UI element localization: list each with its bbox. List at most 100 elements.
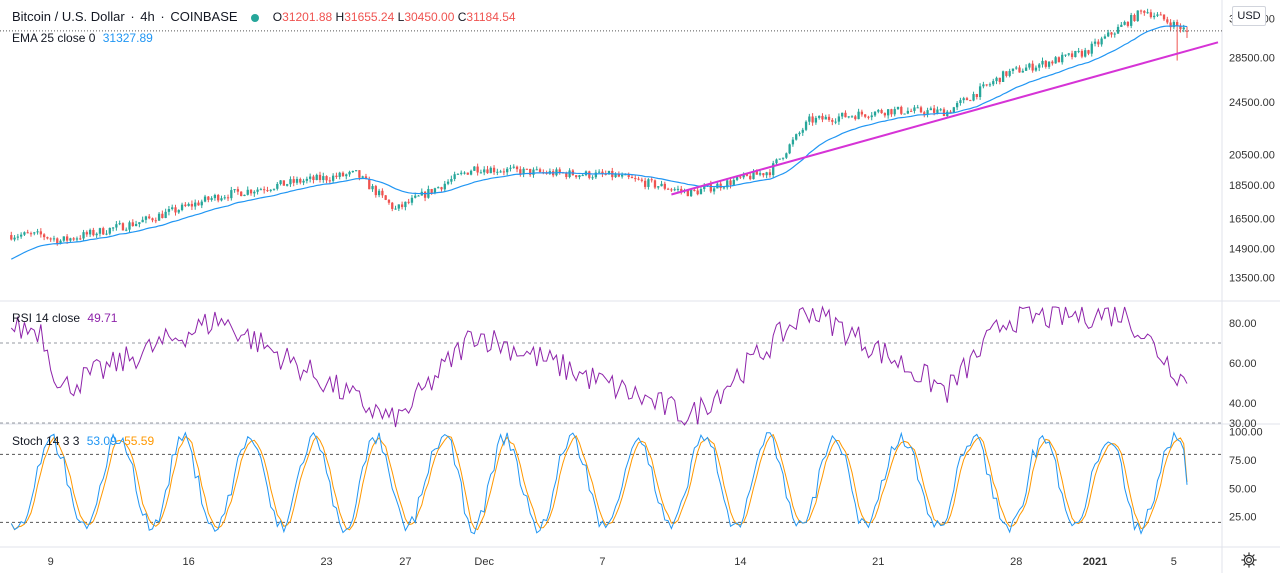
candle-body [1136, 10, 1139, 22]
candle-body [82, 232, 85, 239]
candle-body [923, 112, 926, 115]
candle-body [394, 208, 397, 210]
candle-body [532, 169, 535, 175]
candle-body [640, 179, 643, 181]
candle-body [1084, 50, 1087, 57]
candle-body [837, 116, 841, 122]
candle-body [203, 196, 207, 202]
rsi-tick-label: 30.00 [1229, 418, 1257, 430]
candle-body [795, 134, 798, 140]
candle-body [263, 189, 266, 191]
stoch-d-value: 55.59 [124, 434, 155, 448]
candle-body [141, 219, 144, 223]
price-tick-label: 13500.00 [1229, 273, 1275, 285]
candle-body [565, 172, 568, 178]
candle-body [752, 171, 755, 180]
candle-body [286, 184, 289, 186]
candle-body [33, 232, 36, 234]
candle-body [867, 116, 870, 118]
interval-label[interactable]: 4h [140, 9, 155, 24]
candle-body [1001, 71, 1005, 82]
candle-body [597, 171, 601, 173]
candle-body [400, 204, 404, 208]
candle-body [785, 153, 788, 158]
candle-body [834, 121, 837, 123]
candle-body [292, 179, 295, 183]
candle-body [788, 144, 791, 154]
candle-body [854, 116, 857, 120]
candle-body [266, 190, 269, 192]
candle-body [69, 238, 72, 241]
candle-body [913, 107, 916, 111]
price-tick-label: 14900.00 [1229, 244, 1275, 256]
candle-body [535, 169, 538, 171]
candle-body [95, 233, 98, 236]
candle-body [23, 232, 26, 235]
candle-body [798, 132, 801, 135]
candle-body [850, 116, 854, 118]
candle-body [62, 236, 65, 241]
candle-body [348, 171, 351, 175]
candle-body [397, 204, 400, 209]
candle-body [496, 171, 499, 173]
candle-body [453, 174, 456, 180]
candle-body [578, 175, 581, 178]
candle-body [890, 109, 893, 115]
candle-body [72, 238, 75, 240]
candle-body [164, 211, 167, 219]
candle-body [105, 233, 108, 235]
currency-button[interactable]: USD [1232, 6, 1266, 26]
close-value: 31184.54 [466, 10, 516, 24]
candle-body [230, 190, 233, 199]
candle-body [749, 175, 752, 180]
candle-body [512, 166, 515, 168]
candle-body [883, 113, 887, 116]
candle-body [719, 183, 722, 189]
candle-body [844, 112, 847, 118]
candle-body [1166, 19, 1169, 23]
candle-body [92, 229, 95, 236]
candle-body [466, 172, 469, 175]
candle-body [108, 227, 111, 234]
candle-body [985, 84, 988, 86]
stoch-tick-label: 100.00 [1229, 427, 1263, 439]
candle-body [1143, 10, 1146, 13]
stoch-legend[interactable]: Stoch 14 3 3 53.09 55.59 [12, 434, 154, 448]
rsi-legend[interactable]: RSI 14 close 49.71 [12, 311, 117, 325]
rsi-tick-label: 80.00 [1229, 318, 1257, 330]
price-tick-label: 24500.00 [1229, 97, 1275, 109]
rsi-line [10, 305, 1188, 428]
candle-body [1149, 12, 1153, 18]
candle-body [522, 168, 525, 175]
ema-legend[interactable]: EMA 25 close 0 31327.89 [12, 31, 153, 45]
candle-body [407, 201, 410, 203]
candle-body [190, 203, 194, 207]
candle-body [223, 197, 226, 199]
candle-body [670, 189, 673, 191]
candle-body [965, 98, 969, 101]
candle-body [207, 196, 210, 200]
candle-body [939, 109, 942, 111]
candle-body [1182, 27, 1185, 30]
gear-icon[interactable] [1240, 551, 1258, 569]
candle-body [726, 180, 729, 188]
candle-body [1139, 10, 1143, 12]
candle-body [1146, 12, 1149, 14]
candle-body [955, 103, 959, 108]
candle-body [841, 112, 844, 117]
candle-body [1067, 53, 1070, 55]
candle-body [111, 227, 115, 229]
candle-body [1116, 26, 1120, 34]
ema-label: EMA 25 close 0 [12, 31, 96, 45]
stoch-tick-label: 50.00 [1229, 483, 1257, 495]
candle-body [634, 178, 637, 180]
candle-body [1169, 22, 1172, 28]
candle-body [75, 238, 79, 240]
candle-body [811, 116, 814, 123]
candle-body [450, 179, 453, 182]
candle-body [926, 110, 929, 115]
candle-body [417, 195, 420, 197]
candle-body [529, 168, 532, 175]
low-value: 30450.00 [404, 10, 455, 24]
